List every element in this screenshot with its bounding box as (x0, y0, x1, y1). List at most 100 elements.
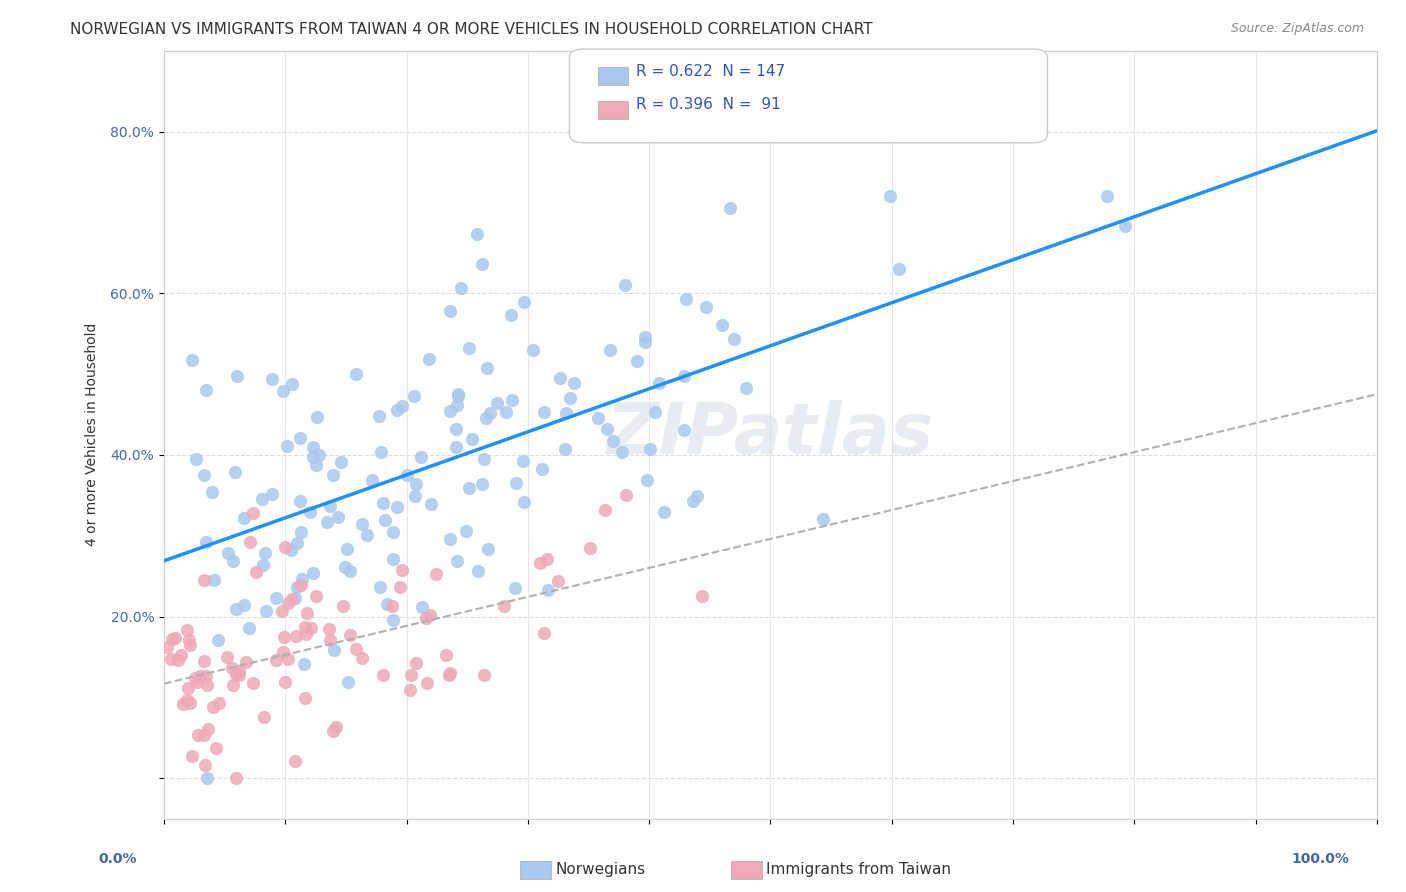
Point (547, 574, 569, 589)
Point (295, 627, 318, 641)
Point (245, 566, 267, 580)
Point (274, 674, 297, 689)
Point (299, 621, 322, 635)
Point (197, 722, 219, 736)
Point (285, 536, 308, 550)
Point (254, 604, 277, 618)
Point (200, 485, 222, 500)
Point (284, 754, 307, 768)
Point (718, 202, 741, 216)
Point (472, 668, 495, 682)
Point (391, 563, 413, 577)
Text: Source: ZipAtlas.com: Source: ZipAtlas.com (1230, 22, 1364, 36)
Point (193, 654, 215, 668)
Point (505, 476, 527, 491)
Point (290, 525, 312, 540)
Point (316, 515, 339, 529)
Point (501, 308, 523, 322)
Text: ZIPatlas: ZIPatlas (607, 401, 934, 469)
Point (512, 495, 534, 509)
Point (194, 669, 217, 683)
Point (626, 353, 648, 368)
Point (332, 599, 354, 613)
Point (207, 632, 229, 647)
Point (277, 596, 299, 610)
Point (177, 681, 200, 695)
Point (193, 573, 215, 587)
Point (271, 384, 294, 398)
Point (176, 624, 198, 638)
Point (319, 499, 342, 513)
Point (193, 758, 215, 772)
Point (368, 409, 391, 424)
Point (294, 690, 316, 705)
Point (302, 566, 325, 580)
Point (285, 580, 308, 594)
Point (889, 262, 911, 277)
Point (586, 411, 609, 425)
Point (610, 444, 633, 458)
Point (305, 409, 328, 424)
Point (288, 431, 311, 445)
Point (579, 541, 602, 555)
Point (486, 396, 509, 410)
Point (253, 546, 276, 560)
Point (330, 455, 353, 469)
Point (181, 748, 204, 763)
Point (811, 512, 834, 526)
Point (233, 511, 256, 525)
Point (281, 377, 304, 392)
Point (344, 367, 367, 381)
Point (471, 477, 494, 491)
Point (434, 648, 457, 662)
Point (418, 351, 440, 366)
Point (336, 542, 359, 557)
Point (181, 352, 204, 367)
Point (465, 227, 488, 241)
Point (172, 697, 194, 711)
Point (318, 622, 340, 636)
Point (232, 598, 254, 612)
Point (239, 535, 262, 549)
Point (304, 458, 326, 472)
Point (208, 696, 231, 710)
Point (503, 581, 526, 595)
Point (194, 535, 217, 549)
Point (457, 342, 479, 356)
Point (593, 503, 616, 517)
Point (250, 491, 273, 506)
Point (531, 462, 554, 476)
Point (225, 602, 247, 616)
Point (471, 257, 494, 271)
Point (634, 330, 657, 344)
Point (276, 439, 298, 453)
Point (404, 389, 426, 403)
Point (439, 404, 461, 418)
Point (723, 332, 745, 346)
Point (238, 621, 260, 635)
Text: Immigrants from Taiwan: Immigrants from Taiwan (766, 863, 952, 877)
Point (734, 381, 756, 395)
Point (170, 648, 193, 663)
Point (179, 632, 201, 647)
Point (879, 189, 901, 203)
Point (710, 318, 733, 332)
Point (361, 473, 384, 487)
Point (381, 599, 404, 614)
Point (322, 724, 344, 739)
Point (447, 389, 470, 403)
Point (322, 467, 344, 482)
Point (228, 668, 250, 682)
Point (447, 387, 470, 401)
Point (183, 672, 205, 686)
Point (461, 432, 484, 446)
Y-axis label: 4 or more Vehicles in Household: 4 or more Vehicles in Household (86, 323, 100, 546)
Point (475, 361, 498, 376)
Point (284, 629, 307, 643)
Point (602, 434, 624, 448)
Point (387, 402, 409, 417)
Point (425, 567, 447, 582)
Point (202, 573, 225, 587)
Point (262, 486, 284, 500)
Point (339, 564, 361, 578)
